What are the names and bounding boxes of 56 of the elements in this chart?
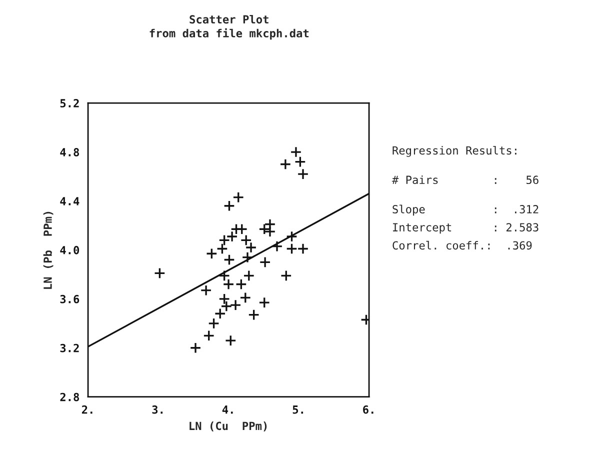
- x-tick-label: 4.: [222, 406, 233, 414]
- point: [230, 299, 242, 311]
- point: [294, 156, 306, 168]
- y-tick-label: 4.0: [60, 246, 80, 254]
- y-tick-label: 5.2: [60, 99, 79, 108]
- point: [208, 318, 220, 330]
- text: Regression Results:: [392, 146, 516, 157]
- point: [245, 242, 257, 254]
- y-tick-label: 3.2: [60, 344, 79, 352]
- point: [297, 168, 309, 180]
- x-tick-label: 3.: [152, 405, 163, 414]
- point: [290, 146, 302, 158]
- point: [271, 240, 283, 252]
- point: [224, 334, 236, 346]
- point: [248, 309, 260, 321]
- x-tick-label: 2.: [82, 405, 92, 414]
- y-tick-label: 4.4: [60, 197, 80, 206]
- point: [240, 234, 252, 246]
- point: [200, 284, 212, 296]
- chart-title: Scatter Plot: [190, 14, 268, 24]
- x-tick-label: 6.: [363, 405, 374, 414]
- y-tick-label: 4.8: [60, 148, 80, 156]
- point: [264, 226, 276, 238]
- point: [259, 256, 271, 268]
- point: [297, 242, 309, 254]
- text: Slope : .312: [392, 204, 538, 216]
- point: [190, 342, 202, 354]
- point: [218, 293, 230, 305]
- y-axis-title: LN (Pb PPm): [43, 212, 54, 289]
- point: [223, 200, 235, 212]
- x-tick-label: 5.: [292, 406, 304, 414]
- text: # Pairs : 56: [392, 175, 538, 184]
- y-tick-label: 2.8: [60, 392, 80, 402]
- text: Correl. coeff.: .369: [392, 240, 532, 250]
- y-tick-label: 3.6: [60, 294, 80, 304]
- point: [218, 270, 230, 282]
- point: [235, 278, 247, 290]
- point: [286, 242, 298, 254]
- point: [154, 267, 166, 279]
- point: [242, 252, 254, 264]
- point: [280, 270, 292, 282]
- point: [236, 223, 248, 235]
- chart-subtitle: from data file mkcph.dat: [150, 28, 309, 40]
- point: [206, 248, 218, 260]
- point: [280, 158, 292, 170]
- point: [223, 254, 235, 266]
- point: [203, 330, 215, 342]
- point: [258, 296, 270, 308]
- point: [286, 230, 298, 242]
- point: [216, 242, 228, 254]
- point: [232, 192, 244, 204]
- point: [222, 278, 234, 290]
- point: [240, 292, 252, 304]
- point: [243, 270, 255, 282]
- x-axis-title: LN (Cu PPm): [190, 422, 267, 432]
- text: Intercept : 2.583: [393, 223, 538, 234]
